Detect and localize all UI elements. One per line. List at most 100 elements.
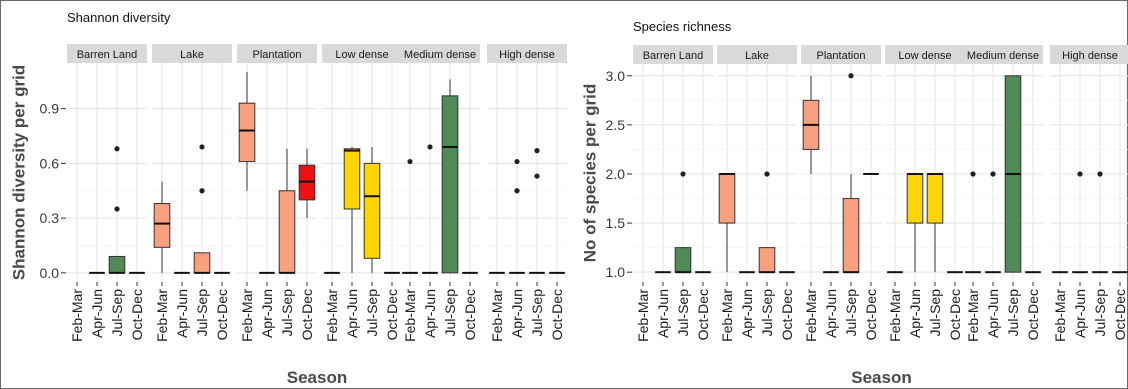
facet-strip (152, 44, 232, 63)
facet-low-dense: Low dense Feb-Mar Apr-Jun Jul-Sep Oct-Dec (885, 45, 965, 342)
facet-strip-label: Plantation (817, 50, 866, 62)
boxplot-feb-mar (802, 75, 820, 174)
x-tick-label: Apr-Jun (1072, 289, 1088, 338)
outlier-point (1097, 171, 1103, 177)
facet-strip-label: Medium dense (967, 50, 1039, 62)
x-tick-label: Jul-Sep (109, 289, 125, 337)
boxplot-apr-jun (1072, 171, 1088, 274)
facet-medium-dense: Medium dense Feb-Mar Apr-Jun Jul-Sep Oct-Dec (963, 45, 1043, 342)
x-tick-label: Jul-Sep (1005, 289, 1021, 337)
facet-strip (67, 44, 147, 63)
outlier-point (534, 148, 540, 154)
boxplot-jul-sep (363, 146, 381, 273)
x-tick-label: Oct-Dec (299, 289, 315, 340)
y-tick-label: 0.9 (40, 101, 60, 117)
x-tick-label: Feb-Mar (69, 289, 85, 342)
y-tick-label: 0.6 (40, 155, 60, 171)
x-tick-label: Oct-Dec (214, 289, 230, 340)
y-tick-label: 2.5 (606, 117, 626, 133)
facet-barren-land: Barren Land Feb-Mar Apr-Jun Jul-Sep Oct-Dec (633, 45, 713, 342)
x-tick-label: Feb-Mar (324, 289, 340, 342)
box (153, 203, 171, 248)
x-tick-label: Apr-Jun (739, 289, 755, 338)
facet-strip-label: Barren Land (643, 50, 704, 62)
facet-strip-label: Medium dense (404, 49, 476, 61)
boxplot-jul-sep (193, 144, 211, 274)
chart-title: Shannon diversity (67, 10, 171, 25)
x-tick-label: Oct-Dec (462, 289, 478, 340)
outlier-point (534, 173, 540, 179)
chart-title: Species richness (633, 19, 732, 34)
boxplot-jul-sep (278, 148, 296, 274)
outlier-point (427, 144, 433, 150)
x-tick-label: Apr-Jun (344, 289, 360, 338)
x-tick-label: Apr-Jun (89, 289, 105, 338)
x-tick-label: Jul-Sep (194, 289, 210, 337)
box (674, 247, 692, 273)
boxplot-jul-sep (1004, 75, 1022, 273)
y-tick-label: 3.0 (606, 68, 626, 84)
x-tick-label: Jul-Sep (364, 289, 380, 337)
facet-low-dense: Low dense Feb-Mar Apr-Jun Jul-Sep Oct-Dec (322, 44, 402, 342)
facet-strip (801, 45, 881, 64)
facet-high-dense: High dense Feb-Mar Apr-Jun Jul-Sep Oct-Dec (487, 44, 567, 342)
facet-strip (487, 44, 567, 63)
x-tick-label: Oct-Dec (129, 289, 145, 340)
y-tick-label: 0.0 (40, 265, 60, 281)
y-axis-title: No of species per grid (580, 84, 599, 263)
facet-strip (322, 44, 402, 63)
x-tick-label: Jul-Sep (1092, 289, 1108, 337)
x-tick-label: Feb-Mar (635, 289, 651, 342)
outlier-point (970, 171, 976, 177)
outlier-point (114, 206, 120, 212)
box (441, 95, 459, 274)
box (718, 173, 736, 224)
boxplot-feb-mar (238, 72, 256, 191)
y-tick-label: 2.0 (606, 166, 626, 182)
outlier-point (848, 73, 854, 79)
boxplot-oct-dec (298, 148, 316, 219)
boxplot-feb-mar (718, 172, 736, 273)
x-tick-label: Feb-Mar (887, 289, 903, 342)
x-tick-label: Oct-Dec (1112, 289, 1128, 340)
box (926, 173, 944, 224)
facet-lake: Lake Feb-Mar Apr-Jun Jul-Sep Oct-Dec (717, 45, 797, 342)
facet-strip-label: Low dense (898, 50, 951, 62)
y-axis-title: Shannon diversity per grid (9, 65, 28, 280)
x-tick-label: Jul-Sep (529, 289, 545, 337)
outlier-point (199, 144, 205, 150)
x-tick-label: Oct-Dec (695, 289, 711, 340)
outlier-point (514, 188, 520, 194)
x-tick-label: Feb-Mar (402, 289, 418, 342)
facet-strip-label: High dense (499, 49, 555, 61)
facet-lake: Lake Feb-Mar Apr-Jun Jul-Sep Oct-Dec (152, 44, 232, 342)
facet-strip (237, 44, 317, 63)
x-tick-label: Oct-Dec (779, 289, 795, 340)
x-tick-label: Feb-Mar (719, 289, 735, 342)
facet-strip-label: Lake (180, 49, 204, 61)
facet-plantation: Plantation Feb-Mar Apr-Jun Jul-Sep Oct-Dec (801, 45, 881, 342)
box (238, 102, 256, 163)
boxplot-jul-sep (529, 148, 545, 274)
x-tick-label: Oct-Dec (947, 289, 963, 340)
facet-strip-label: Lake (745, 50, 769, 62)
x-tick-label: Jul-Sep (759, 289, 775, 337)
x-tick-label: Apr-Jun (174, 289, 190, 338)
boxplot-apr-jun (343, 146, 361, 273)
x-tick-label: Feb-Mar (965, 289, 981, 342)
x-tick-label: Oct-Dec (1025, 289, 1041, 340)
x-tick-label: Apr-Jun (509, 289, 525, 338)
x-tick-label: Oct-Dec (863, 289, 879, 340)
x-tick-label: Jul-Sep (442, 289, 458, 337)
x-axis-title: Season (851, 368, 911, 387)
outlier-point (680, 171, 686, 177)
boxplot-apr-jun (985, 171, 1001, 274)
boxplot-jul-sep (842, 73, 860, 274)
box (363, 162, 381, 259)
x-tick-label: Oct-Dec (549, 289, 565, 340)
box (758, 247, 776, 273)
boxplot-jul-sep (926, 172, 944, 273)
boxplot-feb-mar (402, 158, 418, 274)
x-tick-label: Apr-Jun (655, 289, 671, 338)
